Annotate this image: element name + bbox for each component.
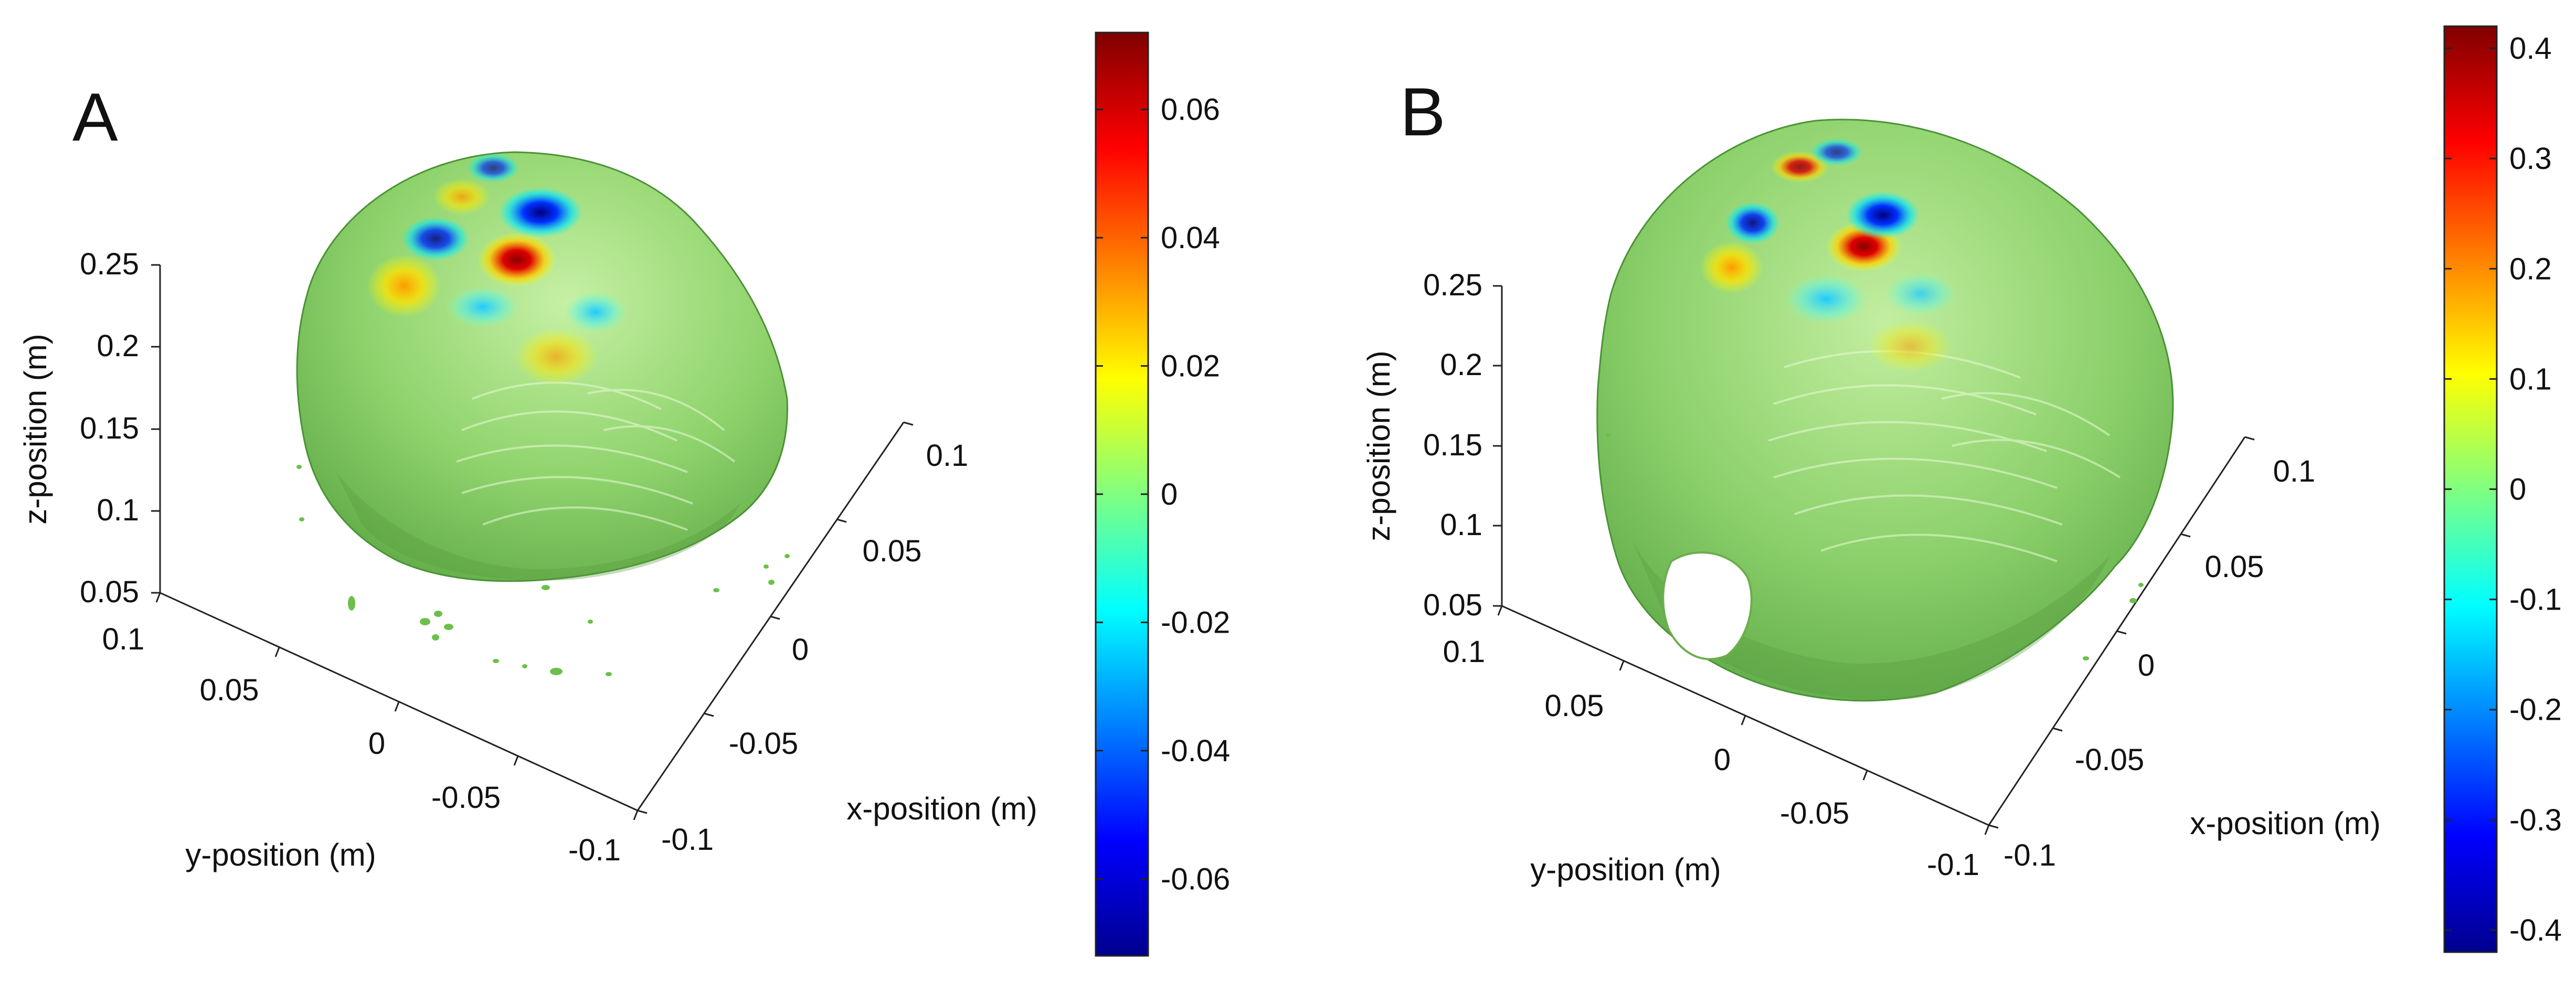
panel-a-cyan-right — [564, 291, 627, 333]
panel-b-blue-top — [1810, 138, 1863, 166]
panel-b: B — [1361, 25, 2562, 953]
panel-a-orange-top — [433, 178, 491, 215]
panel-b-y-tick: 0.05 — [1545, 689, 1604, 723]
panel-b-y-label: y-position (m) — [1530, 852, 1721, 887]
panel-a-y-label: y-position (m) — [185, 837, 376, 872]
panel-b-colorbar-tick-label: -0.3 — [2509, 803, 2562, 837]
panel-b-x-tick: -0.05 — [2075, 743, 2144, 777]
panel-a-z-ticks: 0.05 0.1 0.15 0.2 0.25 — [80, 247, 160, 609]
panel-b-x-tick: 0.1 — [2273, 454, 2316, 488]
panel-b-x-tick: 0 — [2138, 648, 2155, 683]
panel-a-x-tick: 0 — [792, 633, 809, 667]
panel-b-colorbar-tick-label: 0 — [2509, 473, 2526, 507]
panel-a-y-tick: 0.05 — [200, 673, 259, 707]
panel-b-colorbar-bar — [2443, 25, 2498, 953]
panel-b-colorbar-tick-label: -0.4 — [2509, 913, 2562, 947]
panel-a-colorbar: 0.06 0.04 0.02 0 -0.02 -0.04 -0.06 — [1095, 31, 1230, 957]
panel-a-colorbar-bar — [1095, 31, 1149, 957]
panel-b-yellow-mid — [1868, 320, 1952, 372]
panel-a-y-axis — [160, 592, 638, 812]
panel-a-colorbar-tick-label: -0.06 — [1161, 862, 1230, 896]
panel-b-colorbar: 0.4 0.3 0.2 0.1 0 -0.1 -0.2 -0.3 -0.4 — [2443, 25, 2562, 953]
panel-b-y-ticks: 0.1 0.05 0 -0.05 -0.1 — [1443, 605, 1990, 882]
panel-a-z-tick: 0.05 — [80, 575, 139, 609]
panel-b-z-tick: 0.2 — [1440, 348, 1482, 382]
panel-a: A — [18, 31, 1230, 957]
panel-b-colorbar-tick-label: 0.4 — [2509, 31, 2552, 66]
panel-a-y-tick: 0.1 — [102, 622, 145, 656]
panel-a-x-tick: 0.1 — [926, 439, 969, 473]
panel-a-blue-left — [401, 217, 470, 261]
panel-b-colorbar-tick-label: -0.1 — [2509, 583, 2562, 617]
panel-a-yellow-mid — [514, 328, 598, 386]
panel-b-y-tick: 0.1 — [1443, 635, 1486, 669]
panel-a-z-label: z-position (m) — [18, 334, 53, 524]
panel-b-z-tick: 0.15 — [1423, 428, 1482, 462]
panel-b-z-ticks: 0.05 0.1 0.15 0.2 0.25 — [1423, 268, 1502, 622]
panel-a-colorbar-tick-label: -0.02 — [1161, 605, 1230, 639]
panel-b-y-tick: -0.05 — [1780, 796, 1849, 830]
panel-a-x-ticks: -0.1 -0.05 0 0.05 0.1 — [637, 421, 969, 857]
panel-a-z-tick: 0.1 — [97, 493, 139, 527]
panel-a-x-tick: -0.05 — [729, 727, 798, 761]
panel-b-colorbar-tick-label: -0.2 — [2509, 693, 2562, 727]
panel-b-x-label: x-position (m) — [2190, 806, 2380, 841]
panel-a-x-tick: 0.05 — [863, 534, 922, 568]
panel-b-cyan-right — [1884, 272, 1957, 316]
panel-b-colorbar-tick-label: 0.3 — [2509, 142, 2552, 176]
panel-a-head-surface — [296, 151, 790, 676]
panel-b-blue-left — [1725, 202, 1780, 244]
panel-a-z-tick: 0.15 — [80, 411, 139, 445]
panel-a-y-ticks: 0.1 0.05 0 -0.05 -0.1 — [102, 592, 639, 867]
panel-a-yellow-left — [367, 254, 441, 317]
panel-a-z-tick: 0.2 — [97, 329, 139, 363]
panel-b-shadow — [1632, 540, 2109, 700]
panel-a-colorbar-tick-label: 0.02 — [1161, 349, 1220, 383]
panel-a-colorbar-tick-label: -0.04 — [1161, 734, 1230, 768]
panel-b-x-tick: 0.05 — [2205, 550, 2264, 584]
panel-b-cyan-mid — [1784, 274, 1868, 324]
panel-b-z-tick: 0.25 — [1423, 268, 1482, 302]
panel-b-cavity — [1662, 551, 1753, 660]
panel-a-y-tick: -0.05 — [431, 781, 501, 815]
panel-b-speckles — [1606, 433, 2144, 660]
panel-b-x-ticks: -0.1 -0.05 0 0.05 0.1 — [1988, 436, 2316, 872]
panel-a-x-label: x-position (m) — [846, 791, 1037, 826]
panel-b-z-tick: 0.05 — [1423, 588, 1482, 622]
panel-label-a: A — [72, 79, 118, 155]
panel-b-colorbar-tick-label: 0.2 — [2509, 252, 2552, 286]
panel-b-head-surface — [1596, 119, 2174, 702]
panel-a-blue-peak — [499, 187, 582, 238]
panel-b-x-tick: -0.1 — [2003, 838, 2056, 872]
panel-a-shadow — [336, 472, 740, 581]
panel-a-red-peak — [478, 232, 556, 287]
panel-b-blue-peak — [1846, 191, 1920, 239]
panel-a-colorbar-tick-label: 0 — [1161, 477, 1178, 511]
panel-a-cyan-mid — [446, 286, 520, 328]
panel-a-colorbar-tick-label: 0.04 — [1161, 221, 1220, 255]
panel-b-yellow-left — [1700, 241, 1763, 294]
panel-a-colorbar-ticks: 0.06 0.04 0.02 0 -0.02 -0.04 -0.06 — [1096, 93, 1230, 896]
panel-b-z-tick: 0.1 — [1440, 508, 1482, 542]
panel-a-x-tick: -0.1 — [661, 823, 714, 857]
panel-b-z-label: z-position (m) — [1361, 350, 1396, 541]
panel-label-b: B — [1400, 73, 1446, 150]
panel-a-z-tick: 0.25 — [80, 247, 139, 281]
panel-b-y-tick: 0 — [1714, 743, 1731, 777]
panel-a-colorbar-tick-label: 0.06 — [1161, 93, 1220, 127]
panel-a-blue-top — [467, 153, 520, 183]
panel-a-speckles — [296, 465, 790, 676]
panel-b-y-tick: -0.1 — [1927, 848, 1979, 882]
panel-b-colorbar-tick-label: 0.1 — [2509, 362, 2552, 396]
panel-b-colorbar-ticks: 0.4 0.3 0.2 0.1 0 -0.1 -0.2 -0.3 -0.4 — [2444, 31, 2562, 947]
panel-a-y-tick: 0 — [368, 727, 385, 761]
panel-a-y-tick: -0.1 — [568, 833, 621, 867]
